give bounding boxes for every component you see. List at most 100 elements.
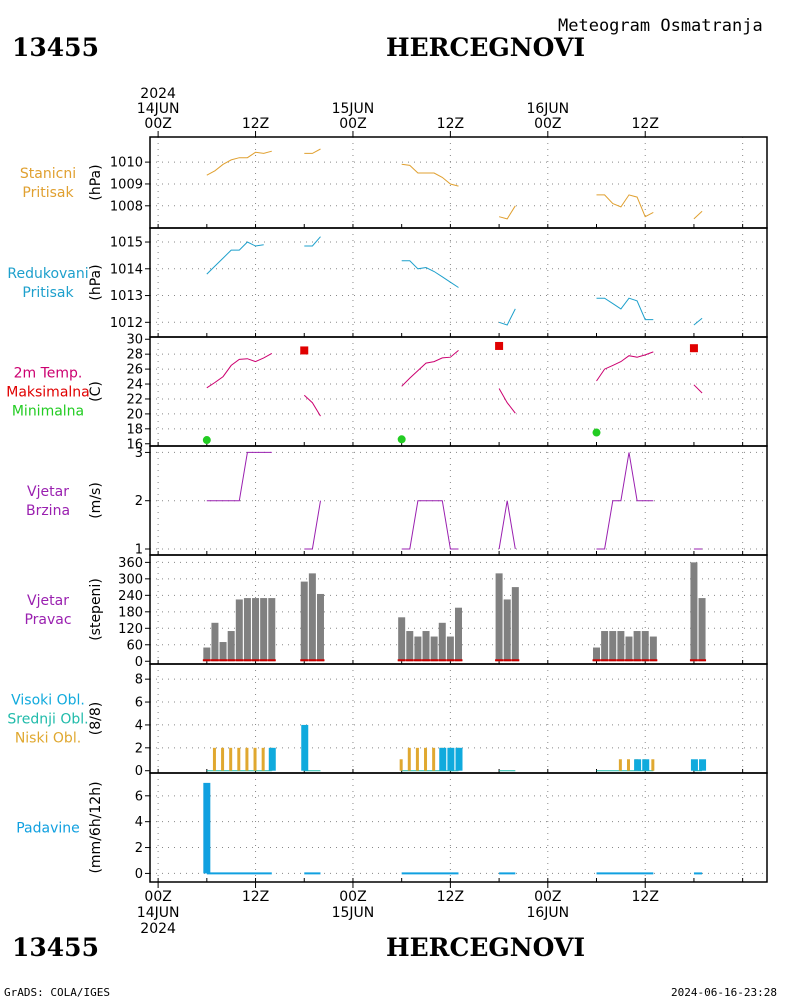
panel-unit-stp: (hPa) bbox=[88, 164, 104, 200]
cloud-low-bar bbox=[253, 747, 257, 771]
direction-bar bbox=[511, 587, 519, 662]
time-tick-label: 00Z bbox=[534, 116, 561, 132]
panel-frame bbox=[149, 227, 768, 338]
series-line-red bbox=[596, 297, 654, 321]
cloud-low-bar bbox=[626, 759, 630, 771]
direction-bar bbox=[609, 631, 617, 662]
station-id-bottom: 13455 bbox=[12, 933, 99, 962]
series-line-temp bbox=[401, 350, 459, 387]
y-tick-label: 1013 bbox=[110, 289, 143, 304]
series-line-red bbox=[693, 317, 703, 326]
time-tick-label: 2024 bbox=[140, 86, 176, 102]
panel-unit-precip: (mm/6h/12h) bbox=[88, 781, 104, 873]
y-tick-label: 8 bbox=[135, 673, 143, 688]
direction-bar bbox=[593, 647, 601, 662]
panel-title-temp: Maksimalna bbox=[6, 385, 90, 401]
y-tick-label: 120 bbox=[118, 622, 143, 637]
panel-title-stp: Pritisak bbox=[22, 185, 74, 201]
y-tick-label: 18 bbox=[126, 422, 143, 437]
direction-bar bbox=[641, 631, 649, 662]
y-tick-label: 2 bbox=[135, 494, 143, 509]
series-line-red bbox=[401, 260, 459, 288]
direction-bar bbox=[601, 631, 609, 662]
y-tick-label: 240 bbox=[118, 589, 143, 604]
y-tick-label: 180 bbox=[118, 605, 143, 620]
y-tick-label: 28 bbox=[126, 348, 143, 363]
footer-credit: GrADS: COLA/IGES bbox=[4, 986, 110, 999]
y-tick-label: 2 bbox=[135, 741, 143, 756]
direction-bar bbox=[300, 581, 308, 662]
y-tick-label: 1014 bbox=[110, 262, 143, 277]
panel-title-cloud: Visoki Obl. bbox=[11, 693, 85, 709]
series-line-wind bbox=[401, 500, 459, 550]
series-line-wind bbox=[304, 500, 321, 550]
series-line-red bbox=[206, 241, 264, 275]
direction-bar bbox=[203, 647, 211, 662]
panel-title-dir: Vjetar bbox=[27, 593, 69, 609]
panel-cloud: 0 2 4 6 8 Visoki Obl. Srednji Obl. Niski Obl. (8… bbox=[7, 663, 768, 779]
series-line-stp bbox=[498, 205, 516, 220]
station-id-top: 13455 bbox=[12, 33, 99, 62]
series-line-stp bbox=[206, 150, 272, 176]
series-line-wind bbox=[206, 451, 272, 502]
time-tick-label: 15JUN bbox=[332, 101, 375, 117]
time-tick-label: 16JUN bbox=[526, 101, 569, 117]
direction-bar bbox=[617, 631, 625, 662]
cloud-low-bar bbox=[212, 747, 216, 771]
time-tick-label: 12Z bbox=[242, 116, 269, 132]
series-line-stp bbox=[596, 194, 654, 218]
panel-red: 1012 1013 1014 1015 Redukovani Pritisak (hPa) bbox=[7, 227, 768, 338]
station-name-bottom: HERCEGNOVI bbox=[386, 933, 585, 962]
series-line-temp bbox=[206, 352, 273, 389]
cloud-high-bar bbox=[439, 747, 447, 771]
y-tick-label: 6 bbox=[135, 696, 143, 711]
y-tick-label: 26 bbox=[126, 363, 143, 378]
panel-precip: 0 2 4 6 Padavine (mm/6h/12h) bbox=[16, 772, 768, 883]
y-tick-label: 22 bbox=[126, 392, 143, 407]
time-tick-label: 00Z bbox=[534, 889, 561, 905]
y-tick-label: 0 bbox=[135, 867, 143, 882]
y-tick-label: 300 bbox=[118, 572, 143, 587]
time-tick-label: 2024 bbox=[140, 921, 176, 937]
cloud-low-bar bbox=[399, 759, 403, 771]
product-title: Meteogram Osmatranja bbox=[558, 16, 763, 36]
tmin-marker bbox=[202, 436, 211, 445]
panel-title-wind: Vjetar bbox=[27, 484, 69, 500]
panel-frame bbox=[149, 136, 768, 229]
panel-unit-wind: (m/s) bbox=[88, 482, 104, 519]
y-tick-label: 0 bbox=[135, 655, 143, 670]
cloud-low-bar bbox=[245, 747, 249, 771]
direction-bar bbox=[633, 631, 641, 662]
cloud-high-bar bbox=[447, 747, 455, 771]
tmax-marker bbox=[300, 346, 309, 355]
series-line-wind bbox=[498, 500, 516, 550]
y-tick-label: 4 bbox=[135, 815, 143, 830]
direction-bar bbox=[211, 622, 219, 662]
cloud-high-bar bbox=[301, 724, 309, 771]
time-tick-label: 12Z bbox=[437, 116, 464, 132]
cloud-low-bar bbox=[261, 747, 265, 771]
direction-bar bbox=[495, 573, 503, 662]
series-line-temp bbox=[693, 384, 703, 394]
panel-title-wind: Brzina bbox=[26, 503, 70, 519]
time-tick-label: 12Z bbox=[632, 889, 659, 905]
series-line-stp bbox=[401, 163, 459, 187]
panel-title-red: Redukovani bbox=[7, 266, 88, 282]
direction-bar bbox=[243, 598, 251, 662]
y-tick-label: 360 bbox=[118, 556, 143, 571]
y-tick-label: 16 bbox=[126, 437, 143, 452]
y-tick-label: 3 bbox=[135, 446, 143, 461]
direction-bar bbox=[414, 636, 422, 662]
series-line-stp bbox=[304, 148, 321, 154]
direction-bar bbox=[316, 593, 324, 662]
series-line-temp bbox=[303, 394, 321, 417]
tmin-marker bbox=[592, 428, 601, 437]
direction-bar bbox=[446, 636, 454, 662]
time-tick-label: 00Z bbox=[144, 889, 171, 905]
time-tick-label: 12Z bbox=[632, 116, 659, 132]
direction-bar bbox=[398, 617, 406, 662]
panel-title-dir: Pravac bbox=[24, 612, 71, 628]
panel-title-precip: Padavine bbox=[16, 821, 80, 837]
panel-title-temp: Minimalna bbox=[12, 404, 84, 420]
